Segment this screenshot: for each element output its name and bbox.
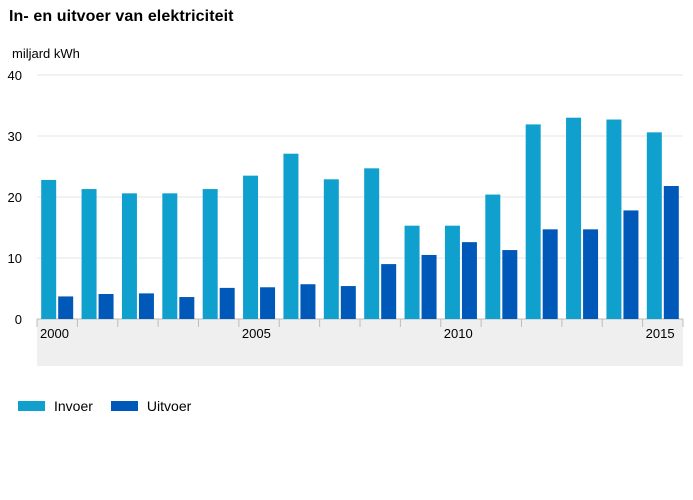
bar-uitvoer-2008 [381, 264, 397, 319]
bar-invoer-2013 [566, 117, 582, 319]
y-tick-label: 40 [8, 68, 22, 83]
bar-uitvoer-2000 [58, 296, 74, 319]
x-tick-label: 2005 [242, 326, 271, 341]
bar-uitvoer-2013 [583, 229, 599, 319]
chart-title: In- en uitvoer van elektriciteit [9, 8, 234, 25]
legend-label-invoer: Invoer [54, 398, 93, 414]
legend-item-uitvoer[interactable]: Uitvoer [110, 398, 192, 414]
bar-uitvoer-2005 [260, 287, 276, 319]
bar-uitvoer-2011 [502, 250, 518, 319]
bar-invoer-2000 [41, 179, 57, 319]
x-tick-label: 2000 [40, 326, 69, 341]
bar-uitvoer-2009 [421, 254, 437, 319]
y-tick-label: 0 [15, 312, 22, 327]
bar-uitvoer-2002 [138, 293, 154, 319]
bar-uitvoer-2012 [542, 229, 558, 319]
bar-uitvoer-2001 [98, 293, 114, 319]
legend-swatch-invoer [18, 401, 45, 411]
x-tick-label: 2015 [646, 326, 675, 341]
y-axis-unit-label: miljard kWh [12, 46, 80, 61]
bar-invoer-2014 [606, 119, 622, 319]
x-tick-label: 2010 [444, 326, 473, 341]
legend: Invoer Uitvoer [18, 398, 209, 414]
bar-invoer-2005 [243, 175, 259, 319]
y-tick-label: 20 [8, 190, 22, 205]
bar-uitvoer-2014 [623, 210, 639, 319]
bar-invoer-2012 [525, 124, 541, 319]
legend-label-uitvoer: Uitvoer [146, 398, 192, 414]
bar-uitvoer-2004 [219, 287, 235, 319]
y-tick-label: 30 [8, 129, 22, 144]
bar-invoer-2011 [485, 194, 501, 319]
legend-swatch-uitvoer [110, 401, 138, 411]
legend-item-invoer[interactable]: Invoer [18, 398, 93, 414]
bar-uitvoer-2015 [663, 186, 679, 319]
bar-uitvoer-2010 [461, 242, 477, 319]
bar-invoer-2007 [323, 179, 339, 319]
bar-invoer-2004 [202, 189, 218, 319]
bar-invoer-2015 [646, 132, 662, 319]
bar-uitvoer-2006 [300, 284, 316, 319]
bar-invoer-2003 [162, 193, 178, 319]
bar-uitvoer-2007 [340, 286, 356, 319]
bar-invoer-2002 [121, 193, 137, 319]
bar-uitvoer-2003 [179, 297, 195, 319]
y-tick-label: 10 [8, 251, 22, 266]
bar-invoer-2006 [283, 153, 299, 319]
bar-invoer-2010 [444, 225, 460, 319]
bar-invoer-2009 [404, 225, 420, 319]
bar-invoer-2001 [81, 189, 97, 319]
bar-invoer-2008 [364, 168, 380, 319]
